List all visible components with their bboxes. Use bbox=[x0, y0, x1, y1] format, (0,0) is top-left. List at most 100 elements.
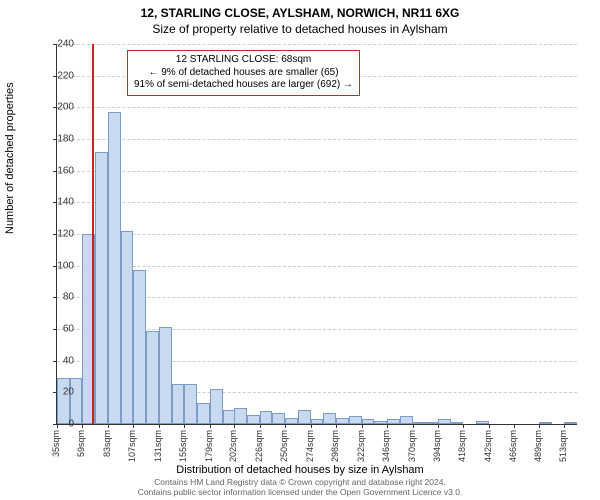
histogram-bar bbox=[159, 327, 172, 424]
ytick-label: 20 bbox=[34, 387, 74, 398]
histogram-bar bbox=[57, 378, 70, 424]
reference-line bbox=[92, 44, 94, 424]
xtick-label: 513sqm bbox=[558, 430, 568, 462]
xtick-mark bbox=[514, 424, 515, 428]
xtick-label: 226sqm bbox=[254, 430, 264, 462]
ytick-label: 200 bbox=[34, 102, 74, 113]
histogram-bar bbox=[70, 378, 83, 424]
xtick-label: 418sqm bbox=[457, 430, 467, 462]
gridline-h bbox=[57, 44, 577, 45]
gridline-h bbox=[57, 139, 577, 140]
ytick-label: 120 bbox=[34, 229, 74, 240]
histogram-bar bbox=[285, 418, 298, 424]
histogram-bar bbox=[413, 422, 426, 424]
xtick-mark bbox=[234, 424, 235, 428]
xtick-mark bbox=[82, 424, 83, 428]
annotation-box: 12 STARLING CLOSE: 68sqm ← 9% of detache… bbox=[127, 50, 360, 96]
chart-title-sub: Size of property relative to detached ho… bbox=[0, 22, 600, 36]
histogram-bar bbox=[374, 421, 387, 424]
histogram-bar bbox=[311, 419, 324, 424]
ytick-label: 80 bbox=[34, 292, 74, 303]
histogram-bar bbox=[133, 270, 146, 424]
xtick-mark bbox=[260, 424, 261, 428]
xtick-mark bbox=[108, 424, 109, 428]
histogram-bar bbox=[146, 331, 159, 424]
xtick-mark bbox=[463, 424, 464, 428]
xtick-mark bbox=[336, 424, 337, 428]
xtick-label: 202sqm bbox=[228, 430, 238, 462]
histogram-bar bbox=[234, 408, 247, 424]
histogram-bar bbox=[400, 416, 413, 424]
xtick-label: 370sqm bbox=[407, 430, 417, 462]
footer-line2: Contains public sector information licen… bbox=[0, 488, 600, 498]
xtick-mark bbox=[489, 424, 490, 428]
gridline-h bbox=[57, 107, 577, 108]
xtick-label: 59sqm bbox=[76, 430, 86, 457]
xtick-label: 466sqm bbox=[508, 430, 518, 462]
gridline-h bbox=[57, 266, 577, 267]
histogram-bar bbox=[336, 418, 349, 424]
histogram-bar bbox=[260, 411, 273, 424]
annotation-line1: 12 STARLING CLOSE: 68sqm bbox=[134, 54, 353, 67]
chart-footer: Contains HM Land Registry data © Crown c… bbox=[0, 478, 600, 498]
ytick-label: 140 bbox=[34, 197, 74, 208]
ytick-label: 40 bbox=[34, 355, 74, 366]
histogram-bar bbox=[476, 421, 489, 424]
xtick-mark bbox=[387, 424, 388, 428]
gridline-h bbox=[57, 234, 577, 235]
ytick-label: 160 bbox=[34, 165, 74, 176]
xtick-mark bbox=[210, 424, 211, 428]
xtick-label: 274sqm bbox=[305, 430, 315, 462]
xtick-label: 250sqm bbox=[279, 430, 289, 462]
xtick-label: 489sqm bbox=[533, 430, 543, 462]
xtick-label: 155sqm bbox=[178, 430, 188, 462]
xtick-label: 107sqm bbox=[127, 430, 137, 462]
histogram-bar bbox=[121, 231, 134, 424]
xtick-mark bbox=[184, 424, 185, 428]
xtick-label: 394sqm bbox=[432, 430, 442, 462]
histogram-bar bbox=[247, 415, 260, 425]
xtick-label: 298sqm bbox=[330, 430, 340, 462]
histogram-bar bbox=[272, 413, 285, 424]
xtick-mark bbox=[311, 424, 312, 428]
xtick-mark bbox=[438, 424, 439, 428]
xtick-label: 179sqm bbox=[204, 430, 214, 462]
xtick-mark bbox=[413, 424, 414, 428]
histogram-bar bbox=[564, 422, 577, 424]
histogram-bar bbox=[539, 422, 552, 424]
histogram-bar bbox=[197, 403, 210, 424]
xtick-mark bbox=[564, 424, 565, 428]
histogram-bar bbox=[451, 422, 464, 424]
histogram-bar bbox=[425, 422, 438, 424]
histogram-bar bbox=[184, 384, 197, 424]
histogram-chart: 12, STARLING CLOSE, AYLSHAM, NORWICH, NR… bbox=[0, 0, 600, 500]
ytick-label: 240 bbox=[34, 39, 74, 50]
annotation-line2: ← 9% of detached houses are smaller (65) bbox=[134, 67, 353, 80]
annotation-line3: 91% of semi-detached houses are larger (… bbox=[134, 79, 353, 92]
xtick-mark bbox=[362, 424, 363, 428]
xtick-mark bbox=[133, 424, 134, 428]
xtick-mark bbox=[285, 424, 286, 428]
xtick-label: 322sqm bbox=[356, 430, 366, 462]
ytick-label: 180 bbox=[34, 134, 74, 145]
ytick-label: 100 bbox=[34, 260, 74, 271]
gridline-h bbox=[57, 171, 577, 172]
histogram-bar bbox=[349, 416, 362, 424]
histogram-bar bbox=[387, 419, 400, 424]
histogram-bar bbox=[298, 410, 311, 424]
ytick-label: 60 bbox=[34, 324, 74, 335]
histogram-bar bbox=[172, 384, 185, 424]
plot-area: 12 STARLING CLOSE: 68sqm ← 9% of detache… bbox=[56, 44, 577, 425]
xtick-label: 35sqm bbox=[51, 430, 61, 457]
x-axis-label: Distribution of detached houses by size … bbox=[0, 464, 600, 476]
histogram-bar bbox=[362, 419, 375, 424]
ytick-label: 220 bbox=[34, 70, 74, 81]
ytick-label: 0 bbox=[34, 419, 74, 430]
xtick-label: 442sqm bbox=[483, 430, 493, 462]
histogram-bar bbox=[210, 389, 223, 424]
xtick-mark bbox=[539, 424, 540, 428]
histogram-bar bbox=[108, 112, 121, 424]
histogram-bar bbox=[438, 419, 451, 424]
xtick-label: 83sqm bbox=[102, 430, 112, 457]
chart-title-main: 12, STARLING CLOSE, AYLSHAM, NORWICH, NR… bbox=[0, 6, 600, 20]
